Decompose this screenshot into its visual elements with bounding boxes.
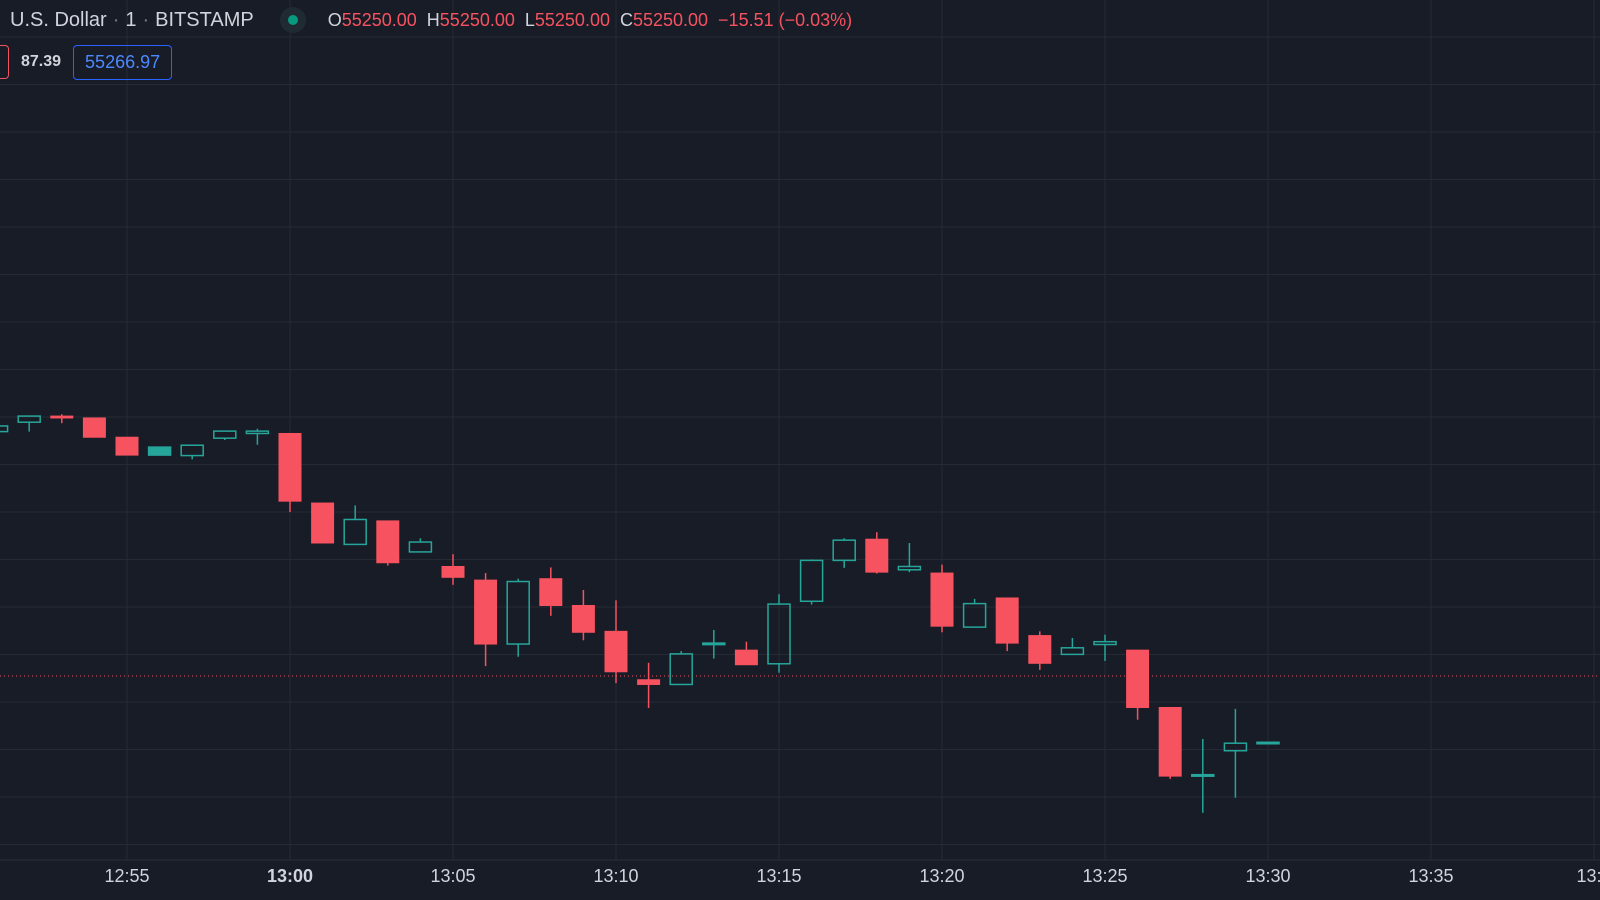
x-axis-tick-label: 13:05: [430, 866, 475, 886]
x-axis-tick-label: 13:35: [1408, 866, 1453, 886]
candle-body-down: [441, 565, 465, 578]
candle-body-up: [0, 425, 9, 433]
price-box[interactable]: 55266.97: [73, 44, 173, 80]
open-value: 55250.00: [341, 9, 417, 30]
candle-body-up: [962, 602, 987, 628]
indicator-row: 87.39 55266.97: [0, 44, 173, 80]
candle-body-up: [147, 446, 172, 456]
legend-separator: ·: [142, 8, 150, 31]
candle-body-down: [539, 578, 563, 607]
candle-body-down: [930, 572, 954, 627]
candle-body-up: [669, 653, 693, 686]
candle-body-up: [343, 518, 367, 546]
candle-body-up: [213, 430, 237, 439]
indicator-value: 87.39: [21, 53, 62, 70]
candle-body-down: [637, 679, 661, 685]
x-axis-tick-label: 13:00: [267, 866, 313, 886]
symbol-name[interactable]: U.S. Dollar: [10, 8, 107, 31]
candle-body-down: [865, 538, 889, 573]
x-axis-tick-label: 13:10: [593, 866, 638, 886]
candle-body-down: [278, 432, 302, 502]
candle-body-down: [1158, 706, 1182, 777]
x-axis-tick-label: 13:4: [1576, 866, 1600, 886]
candle-body-down: [604, 630, 628, 673]
candle-body-up: [245, 430, 270, 435]
candle-body-down: [115, 436, 139, 456]
interval-label[interactable]: 1: [125, 8, 137, 31]
low-value: 55250.00: [534, 9, 610, 30]
candle-body-down: [1028, 635, 1052, 664]
candle-body-up: [1060, 647, 1085, 656]
high-value: 55250.00: [439, 9, 515, 30]
x-axis-tick-label: 13:30: [1245, 866, 1290, 886]
candle-body-up: [897, 565, 922, 571]
candle-body-up: [17, 415, 41, 423]
candle-body-down: [50, 415, 74, 419]
exchange-label[interactable]: BITSTAMP: [155, 8, 254, 31]
candle-body-up: [1256, 741, 1280, 745]
candle-body-down: [734, 649, 758, 666]
candle-body-down: [995, 597, 1019, 644]
x-axis-tick-label: 12:55: [104, 866, 149, 886]
candle-body-up: [799, 559, 824, 603]
candle-body-up: [1093, 640, 1117, 646]
symbol-legend: U.S. Dollar · 1 · BITSTAMP O 55250.00 H …: [10, 6, 852, 34]
price-box-value: 55266.97: [85, 51, 161, 72]
x-axis-tick-label: 13:25: [1082, 866, 1127, 886]
x-axis-tick-label: 13:20: [919, 866, 964, 886]
low-label: L: [524, 9, 535, 30]
candle-body-down: [82, 417, 106, 438]
ohlc-values: O 55250.00 H 55250.00 L 55250.00 C 55250…: [328, 10, 852, 31]
candle-body-up: [1223, 742, 1248, 752]
candle-body-up: [180, 444, 204, 457]
indicator-tag[interactable]: [0, 45, 9, 79]
candle-body-up: [767, 603, 791, 665]
candle-body-up: [408, 541, 433, 553]
high-label: H: [426, 9, 440, 30]
candle-body-down: [1126, 649, 1150, 708]
candle-body-up: [702, 642, 726, 646]
market-status-icon[interactable]: [279, 7, 306, 33]
legend-separator: ·: [112, 8, 120, 31]
x-axis-tick-label: 13:15: [756, 866, 801, 886]
candle-body-up: [832, 539, 856, 562]
candle-body-up: [506, 580, 530, 645]
close-label: C: [619, 9, 633, 30]
candle-body-down: [311, 502, 335, 544]
open-label: O: [327, 9, 342, 30]
candle-body-up: [1191, 773, 1215, 777]
close-value: 55250.00: [632, 9, 709, 30]
change-value: −15.51 (−0.03%): [718, 9, 853, 30]
candle-body-down: [376, 520, 400, 564]
candle-body-down: [571, 605, 595, 633]
candle-body-down: [474, 579, 498, 645]
